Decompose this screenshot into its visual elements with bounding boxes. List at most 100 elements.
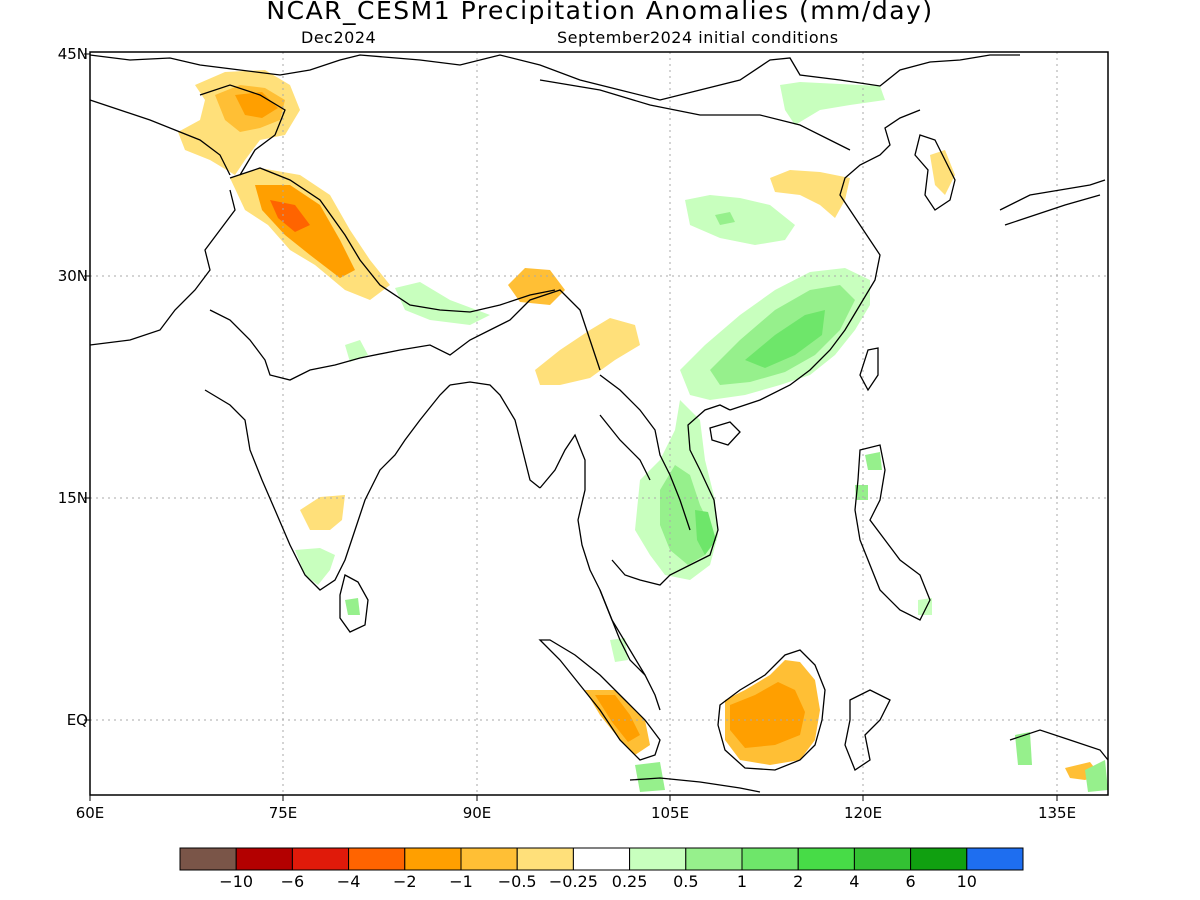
anomaly-luzon-west [855,485,868,500]
anomaly-maluku [1015,732,1032,765]
anomaly-borneo-core [730,682,805,748]
colorbar-swatch [516,847,574,871]
colorbar-tick-label: 0.25 [611,872,648,891]
anomaly-karakoram-inner [235,92,278,118]
anomaly-indochina-inner [695,510,716,555]
map-area [84,51,1109,801]
india-coast [204,384,451,591]
lon-label-105e: 105E [650,804,690,822]
india-north-border [209,289,601,381]
anomaly-shandong [770,170,850,218]
anomaly-sri-lanka-south [345,598,360,615]
anomaly-luzon [865,452,882,470]
china-coast [729,109,921,411]
anomaly-sumatra-core [595,695,640,742]
colorbar-tick-label: 10 [956,872,977,891]
colorbar-tick-label: −0.25 [548,872,598,891]
anomaly-india-south [300,495,345,530]
colorbar-tick-label: −4 [336,872,361,891]
sumatra [538,639,661,761]
new-guinea [1009,729,1109,761]
anomaly-yunnan [535,318,640,385]
borneo [717,649,826,771]
lat-label-30n: 30N [57,267,88,285]
myanmar-coast [539,433,661,711]
colorbar-tick-label: 2 [793,872,804,891]
lon-label-90e: 90E [462,804,492,822]
malay-peninsula [599,589,646,676]
hainan [709,421,741,446]
himalaya-border [229,167,556,313]
dry-anomalies [178,70,1100,780]
anomaly-mongolia [780,82,885,125]
anomaly-north-china [685,195,795,245]
anomaly-java [635,762,665,792]
korea [914,134,956,211]
colorbar-swatch [348,847,406,871]
asia-north-border [89,54,1020,101]
colorbar-swatch [572,847,631,871]
japan [999,179,1106,226]
anomaly-south-china-inner [745,310,825,368]
colorbar-tick-label: 0.5 [673,872,699,891]
anomaly-himalaya-east [395,282,490,325]
colorbar-swatch [685,847,743,871]
anomaly-korea [930,150,955,195]
lat-label-15n: 15N [57,489,88,507]
sulawesi [844,689,891,771]
lat-label-45n: 45N [57,45,88,63]
colorbar-tick-label: 1 [736,872,748,891]
anomaly-himalaya-inner [270,200,310,232]
bay-bengal-east [449,381,541,489]
colorbar-tick-label: −0.5 [497,872,537,891]
lon-label-120e: 120E [843,804,883,822]
map-frame [89,51,1109,796]
valid-date-label: Dec2024 [301,28,377,47]
anomaly-malaya [610,638,628,662]
anomaly-new-guinea-east [1085,760,1108,792]
colorbar-swatch [966,847,1024,871]
philippines [854,444,931,621]
colorbar-swatch [404,847,462,871]
colorbar-swatch [235,847,293,871]
anomaly-north-china-core [715,212,735,225]
colorbar-tick-label: −2 [393,872,417,891]
colorbar-swatch [853,847,912,871]
anomaly-tibet-east [508,268,565,305]
colorbar-swatch [291,847,350,871]
colorbar-tick-label: 6 [905,872,916,891]
lat-label-eq: EQ [66,711,88,729]
axis-ticks [84,53,1058,801]
lon-label-135e: 135E [1037,804,1077,822]
pakistan-border [89,189,236,346]
colorbar-swatch [460,847,518,871]
wet-anomalies [295,82,1108,792]
lon-label-75e: 75E [268,804,298,822]
colorbar-tick-label: −6 [280,872,305,891]
colorbar-swatch [179,847,237,871]
colorbar [179,847,1024,871]
afghan-border [89,99,231,176]
coastlines [89,54,1109,793]
china-west-border [199,84,286,176]
map-title: NCAR_CESM1 Precipitation Anomalies (mm/d… [266,0,934,25]
colorbar-swatch [741,847,799,871]
lon-label-60e: 60E [75,804,105,822]
colorbar-tick-label: −1 [449,872,473,891]
colorbar-swatch [629,847,687,871]
graticule [90,52,1108,795]
initial-conditions-label: September2024 initial conditions [557,28,839,47]
sea-borders [599,374,691,531]
java [629,777,761,793]
china-inner-border [539,79,851,151]
anomaly-sri-lanka [295,548,335,585]
colorbar-swatch [797,847,855,871]
colorbar-swatch [910,847,968,871]
colorbar-tick-label: −10 [219,872,254,891]
colorbar-tick-label: 4 [849,872,860,891]
taiwan [859,347,879,392]
indochina-coast [611,404,731,586]
sri-lanka [339,574,369,633]
anomaly-bangladesh-north [345,340,368,362]
